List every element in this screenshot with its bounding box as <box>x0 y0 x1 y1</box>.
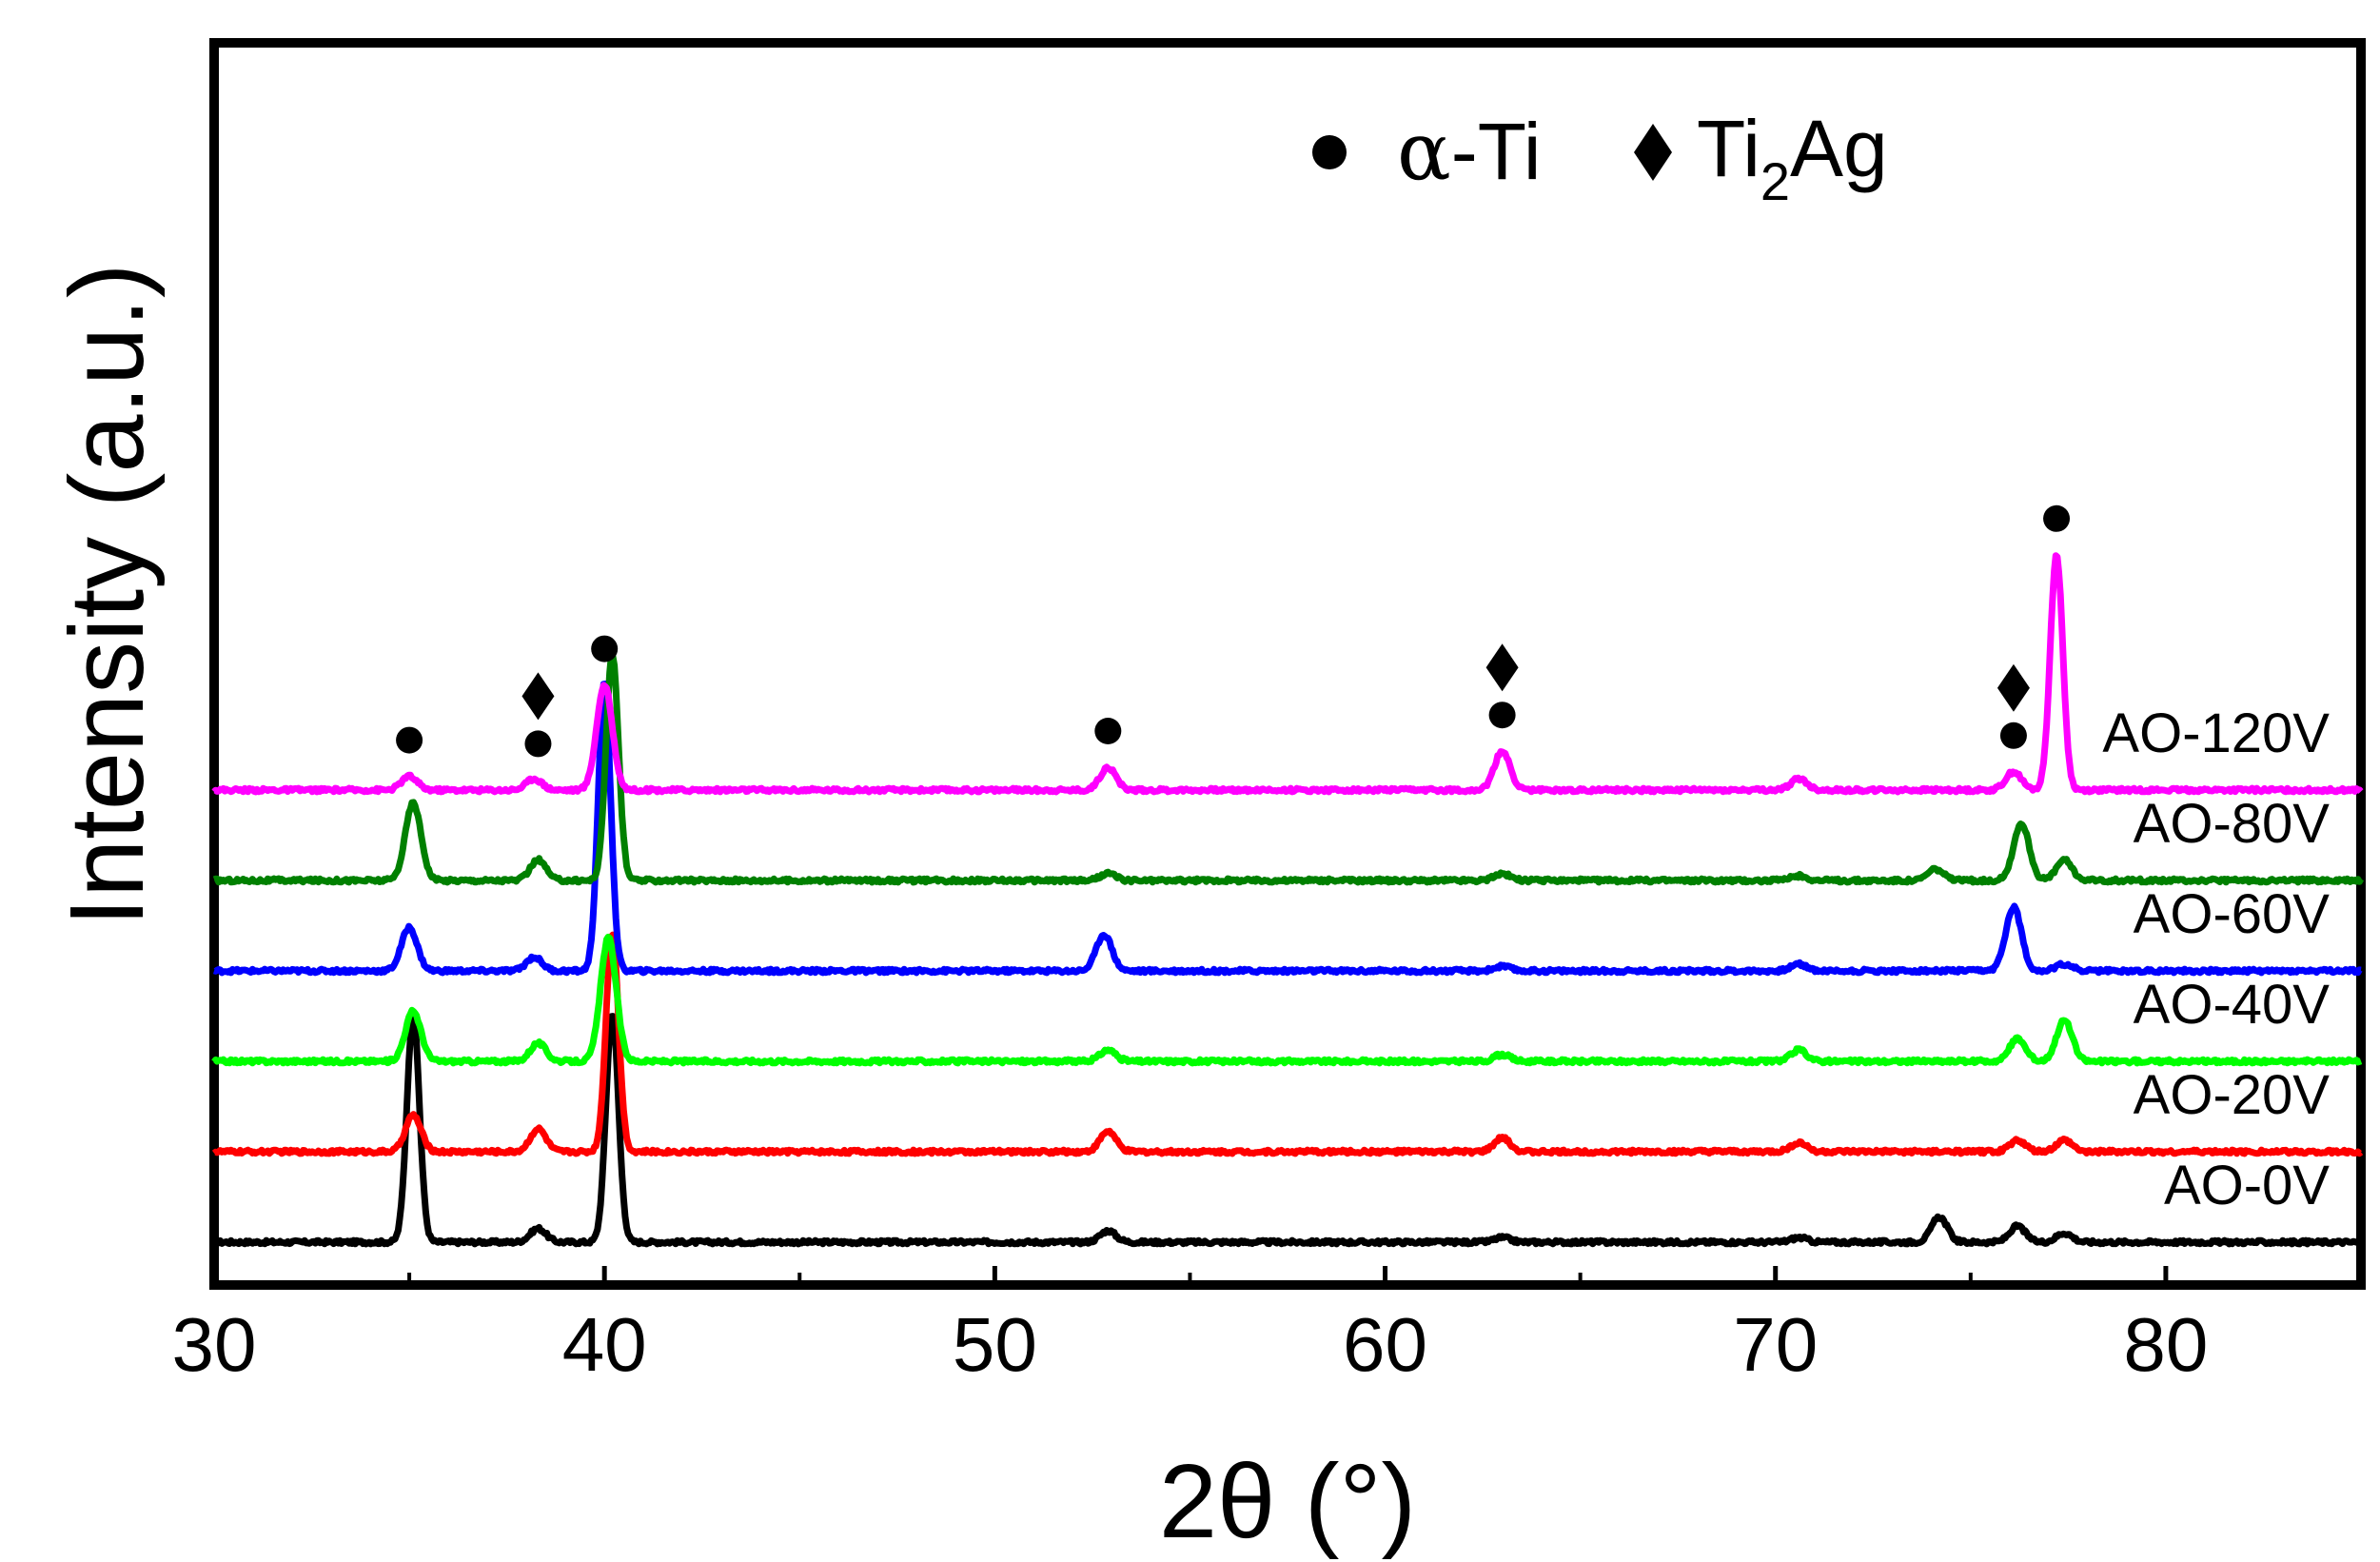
x-tick-label: 80 <box>2123 1302 2208 1387</box>
series-line-ao-40v <box>211 933 2363 1067</box>
series-line-ao-0v <box>212 1012 2364 1248</box>
y-axis-title: Intensity (a.u.) <box>49 264 166 927</box>
phase-marker-alpha-ti <box>591 635 619 662</box>
x-tick-label: 60 <box>1343 1302 1427 1387</box>
plot-frame <box>209 38 2366 1290</box>
x-tick-label: 50 <box>953 1302 1037 1387</box>
series-label-ao-60v: AO-60V <box>2134 883 2331 945</box>
series-line-ao-120v <box>211 552 2364 796</box>
x-tick-label: 70 <box>1733 1302 1818 1387</box>
legend-alpha-ti-marker <box>1312 135 1347 169</box>
series-label-ao-40v: AO-40V <box>2134 974 2331 1036</box>
series-label-ao-120v: AO-120V <box>2102 702 2330 764</box>
x-axis-title: 2θ (°) <box>1159 1443 1416 1560</box>
legend-alpha-ti-label: α-Ti <box>1397 105 1542 198</box>
series-label-ao-0v: AO-0V <box>2164 1155 2330 1216</box>
x-tick-label: 40 <box>562 1302 647 1387</box>
phase-marker-ti2ag <box>521 672 555 721</box>
phase-marker-alpha-ti <box>524 730 552 758</box>
phase-marker-alpha-ti <box>396 726 423 754</box>
x-tick-label: 30 <box>172 1302 257 1387</box>
legend-ti2ag-marker <box>1634 124 1672 181</box>
phase-marker-alpha-ti <box>1488 702 1516 729</box>
series-label-ao-20v: AO-20V <box>2134 1064 2331 1126</box>
series-line-ao-60v <box>212 681 2363 977</box>
phase-marker-ti2ag <box>1485 643 1519 692</box>
phase-marker-ti2ag <box>1996 663 2030 712</box>
series-label-ao-80v: AO-80V <box>2134 793 2331 855</box>
phase-marker-alpha-ti <box>1999 722 2027 749</box>
series-line-ao-20v <box>211 931 2364 1157</box>
phase-marker-alpha-ti <box>2043 504 2071 532</box>
series-line-ao-80v <box>212 651 2365 886</box>
legend-ti2ag-label: Ti2Ag <box>1697 104 1888 211</box>
phase-marker-alpha-ti <box>1094 718 1122 744</box>
